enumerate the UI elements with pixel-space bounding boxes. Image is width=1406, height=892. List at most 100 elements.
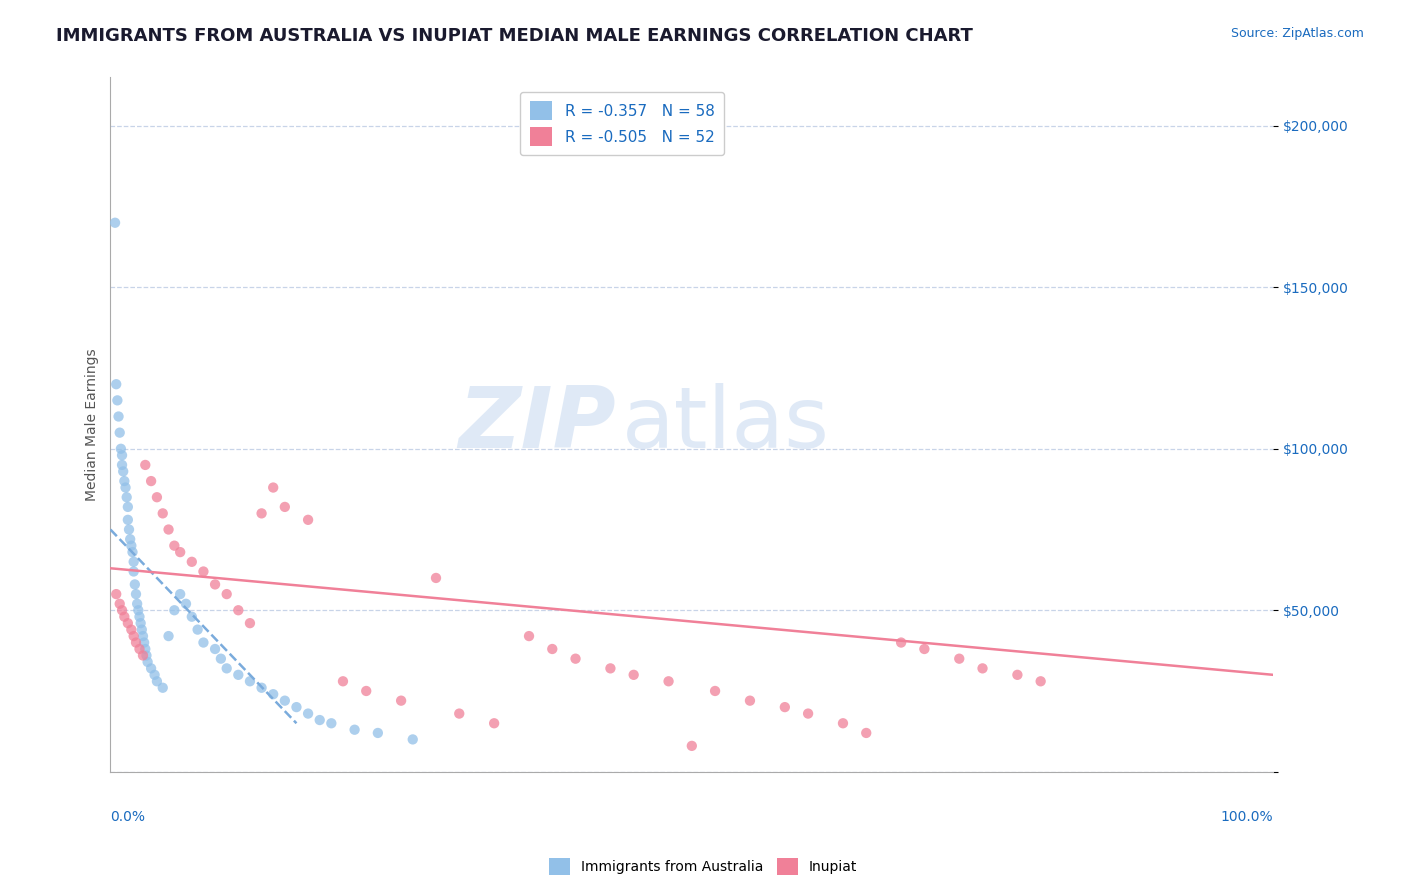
Point xyxy=(215,587,238,601)
Point xyxy=(121,545,143,559)
Point xyxy=(564,651,586,665)
Point xyxy=(117,500,139,514)
Text: ZIP: ZIP xyxy=(458,383,616,467)
Point xyxy=(125,635,148,649)
Point xyxy=(146,490,169,504)
Point xyxy=(122,565,145,579)
Point xyxy=(108,597,131,611)
Point xyxy=(122,629,145,643)
Point xyxy=(187,623,209,637)
Point xyxy=(180,555,202,569)
Point xyxy=(228,603,250,617)
Point xyxy=(250,507,273,521)
Point xyxy=(262,481,284,495)
Point xyxy=(146,674,169,689)
Point xyxy=(129,616,152,631)
Point xyxy=(681,739,703,753)
Point xyxy=(125,587,148,601)
Point xyxy=(193,565,215,579)
Y-axis label: Median Male Earnings: Median Male Earnings xyxy=(86,348,100,501)
Point xyxy=(354,684,377,698)
Point xyxy=(135,648,157,663)
Point xyxy=(108,425,131,440)
Legend: Immigrants from Australia, Inupiat: Immigrants from Australia, Inupiat xyxy=(543,853,863,880)
Point xyxy=(134,642,156,657)
Point xyxy=(139,661,162,675)
Point xyxy=(122,555,145,569)
Point xyxy=(180,609,202,624)
Text: 0.0%: 0.0% xyxy=(111,810,145,824)
Point xyxy=(110,442,132,456)
Point xyxy=(297,513,319,527)
Point xyxy=(128,609,150,624)
Point xyxy=(541,642,564,657)
Point xyxy=(169,587,191,601)
Point xyxy=(297,706,319,721)
Point xyxy=(215,661,238,675)
Point xyxy=(704,684,727,698)
Point xyxy=(120,539,142,553)
Point xyxy=(132,648,155,663)
Point xyxy=(115,490,138,504)
Point xyxy=(114,481,136,495)
Point xyxy=(250,681,273,695)
Point xyxy=(832,716,855,731)
Point xyxy=(239,616,262,631)
Point xyxy=(623,668,645,682)
Point xyxy=(174,597,197,611)
Point xyxy=(111,458,134,472)
Point xyxy=(1029,674,1052,689)
Point xyxy=(449,706,471,721)
Point xyxy=(131,623,153,637)
Point xyxy=(157,523,180,537)
Point xyxy=(321,716,343,731)
Point xyxy=(152,507,174,521)
Point xyxy=(402,732,425,747)
Point xyxy=(105,393,128,408)
Point xyxy=(134,635,156,649)
Point xyxy=(127,597,149,611)
Point xyxy=(193,635,215,649)
Point xyxy=(209,651,232,665)
Point xyxy=(912,642,935,657)
Point xyxy=(738,693,761,707)
Point xyxy=(124,577,146,591)
Point xyxy=(262,687,284,701)
Text: IMMIGRANTS FROM AUSTRALIA VS INUPIAT MEDIAN MALE EARNINGS CORRELATION CHART: IMMIGRANTS FROM AUSTRALIA VS INUPIAT MED… xyxy=(56,27,973,45)
Point xyxy=(855,726,877,740)
Point xyxy=(389,693,412,707)
Point xyxy=(136,655,159,669)
Point xyxy=(111,448,134,462)
Point xyxy=(120,532,142,546)
Point xyxy=(890,635,912,649)
Point xyxy=(134,458,156,472)
Point xyxy=(107,409,129,424)
Point xyxy=(152,681,174,695)
Point xyxy=(274,693,297,707)
Point xyxy=(117,616,139,631)
Point xyxy=(112,474,135,488)
Point xyxy=(120,623,142,637)
Text: Source: ZipAtlas.com: Source: ZipAtlas.com xyxy=(1230,27,1364,40)
Point xyxy=(367,726,389,740)
Point xyxy=(111,603,134,617)
Point xyxy=(1007,668,1029,682)
Point xyxy=(105,587,128,601)
Point xyxy=(128,642,150,657)
Point xyxy=(972,661,994,675)
Point xyxy=(127,603,149,617)
Text: 100.0%: 100.0% xyxy=(1220,810,1274,824)
Point xyxy=(239,674,262,689)
Point xyxy=(797,706,820,721)
Point xyxy=(204,642,226,657)
Point xyxy=(658,674,681,689)
Point xyxy=(517,629,540,643)
Point xyxy=(169,545,191,559)
Point xyxy=(308,713,330,727)
Point xyxy=(599,661,621,675)
Point xyxy=(104,216,127,230)
Point xyxy=(118,523,141,537)
Point xyxy=(343,723,366,737)
Point xyxy=(117,513,139,527)
Point xyxy=(228,668,250,682)
